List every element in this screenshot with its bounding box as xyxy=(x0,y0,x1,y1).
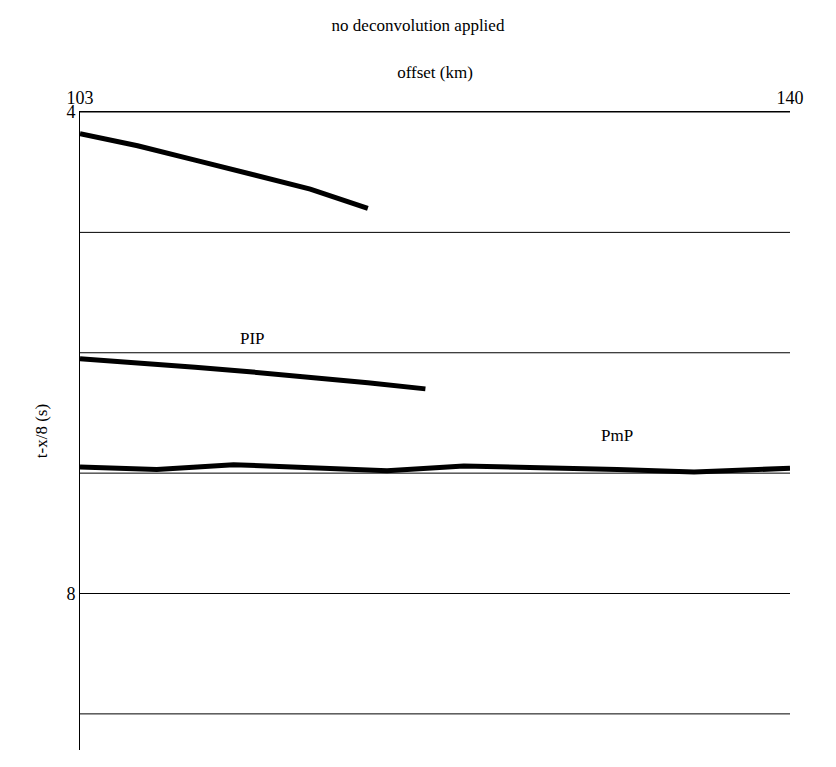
svg-text:4: 4 xyxy=(66,102,75,122)
svg-text:offset (km): offset (km) xyxy=(397,63,473,82)
svg-text:PmP: PmP xyxy=(601,426,633,445)
svg-text:PIP: PIP xyxy=(240,329,265,348)
svg-text:8: 8 xyxy=(66,584,75,604)
svg-text:t-x/8 (s): t-x/8 (s) xyxy=(32,404,51,458)
svg-text:no deconvolution applied: no deconvolution applied xyxy=(332,16,505,35)
svg-text:140: 140 xyxy=(777,88,804,108)
svg-text:103: 103 xyxy=(67,88,94,108)
